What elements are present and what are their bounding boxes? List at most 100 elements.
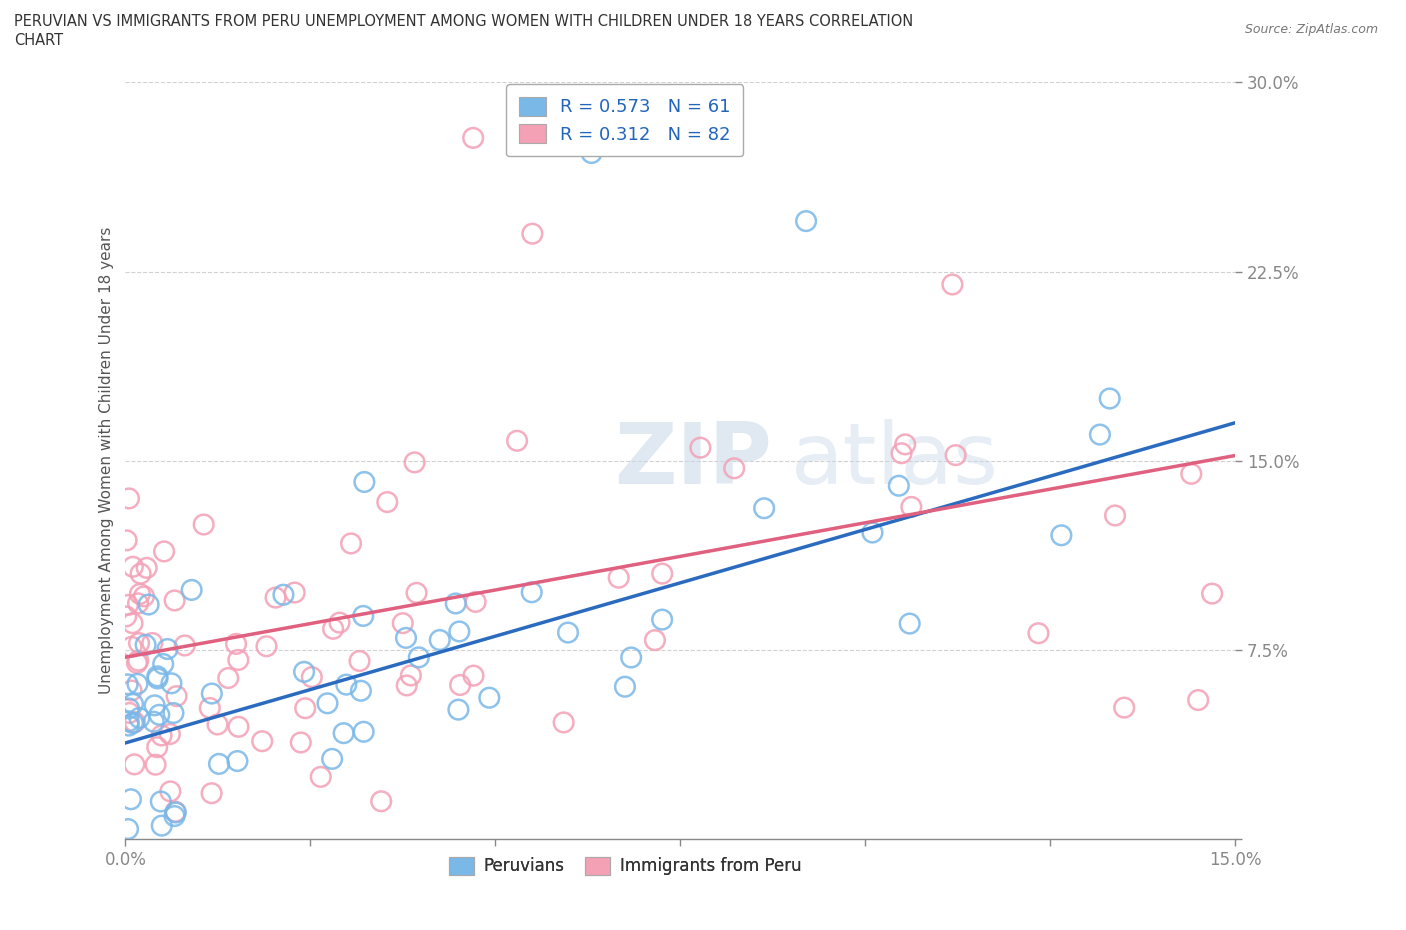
Point — [156, 642, 179, 657]
Point — [122, 716, 145, 731]
Point — [153, 544, 176, 559]
Point — [294, 701, 316, 716]
Point — [118, 714, 141, 729]
Point — [449, 624, 471, 639]
Point — [444, 596, 467, 611]
Point — [138, 597, 160, 612]
Point — [1180, 466, 1202, 481]
Point — [166, 688, 188, 703]
Text: ZIP: ZIP — [614, 419, 772, 502]
Point — [432, 844, 454, 859]
Point — [150, 818, 173, 833]
Text: PERUVIAN VS IMMIGRANTS FROM PERU UNEMPLOYMENT AMONG WOMEN WITH CHILDREN UNDER 18: PERUVIAN VS IMMIGRANTS FROM PERU UNEMPLO… — [14, 14, 914, 29]
Point — [328, 615, 350, 630]
Point — [145, 757, 167, 772]
Point — [520, 585, 543, 600]
Point — [290, 735, 312, 750]
Point — [463, 130, 485, 145]
Point — [1114, 700, 1136, 715]
Point — [620, 650, 643, 665]
Point — [689, 440, 711, 455]
Point — [404, 455, 426, 470]
Point — [1201, 586, 1223, 601]
Point — [118, 491, 141, 506]
Point — [395, 678, 418, 693]
Point — [945, 447, 967, 462]
Point — [159, 726, 181, 741]
Point — [143, 698, 166, 712]
Point — [405, 585, 427, 600]
Point — [752, 501, 775, 516]
Point — [375, 495, 398, 510]
Point — [557, 625, 579, 640]
Point — [128, 636, 150, 651]
Point — [127, 676, 149, 691]
Point — [1088, 427, 1111, 442]
Point — [607, 570, 630, 585]
Point — [941, 277, 963, 292]
Point — [118, 701, 141, 716]
Point — [127, 596, 149, 611]
Point — [148, 708, 170, 723]
Point — [142, 714, 165, 729]
Point — [124, 757, 146, 772]
Point — [135, 561, 157, 576]
Point — [146, 669, 169, 684]
Point — [122, 559, 145, 574]
Point — [309, 769, 332, 784]
Point — [349, 654, 371, 669]
Point — [1098, 392, 1121, 406]
Point — [350, 684, 373, 698]
Point — [207, 717, 229, 732]
Point — [335, 677, 357, 692]
Point — [120, 791, 142, 806]
Point — [322, 621, 344, 636]
Point — [353, 474, 375, 489]
Legend: Peruvians, Immigrants from Peru: Peruvians, Immigrants from Peru — [437, 845, 813, 887]
Point — [463, 668, 485, 683]
Point — [292, 664, 315, 679]
Point — [894, 437, 917, 452]
Point — [284, 585, 307, 600]
Point — [160, 676, 183, 691]
Point — [115, 609, 138, 624]
Point — [208, 756, 231, 771]
Point — [581, 146, 603, 161]
Point — [449, 678, 471, 693]
Point — [464, 594, 486, 609]
Y-axis label: Unemployment Among Women with Children Under 18 years: Unemployment Among Women with Children U… — [100, 227, 114, 695]
Point — [273, 588, 295, 603]
Point — [118, 706, 141, 721]
Point — [250, 734, 273, 749]
Point — [900, 499, 922, 514]
Point — [447, 702, 470, 717]
Point — [163, 593, 186, 608]
Text: atlas: atlas — [792, 419, 1000, 502]
Point — [226, 753, 249, 768]
Point — [651, 612, 673, 627]
Point — [1104, 508, 1126, 523]
Point — [135, 637, 157, 652]
Point — [128, 711, 150, 725]
Point — [395, 631, 418, 645]
Point — [134, 844, 156, 858]
Point — [651, 566, 673, 581]
Point — [1050, 528, 1073, 543]
Point — [122, 697, 145, 711]
Point — [225, 636, 247, 651]
Point — [132, 589, 155, 604]
Point — [173, 638, 195, 653]
Point — [141, 635, 163, 650]
Text: Source: ZipAtlas.com: Source: ZipAtlas.com — [1244, 23, 1378, 36]
Point — [146, 739, 169, 754]
Point — [429, 632, 451, 647]
Point — [129, 566, 152, 581]
Point — [217, 671, 239, 685]
Point — [150, 728, 173, 743]
Point — [478, 690, 501, 705]
Point — [201, 786, 224, 801]
Point — [159, 784, 181, 799]
Point — [163, 808, 186, 823]
Point — [1028, 626, 1050, 641]
Point — [264, 591, 287, 605]
